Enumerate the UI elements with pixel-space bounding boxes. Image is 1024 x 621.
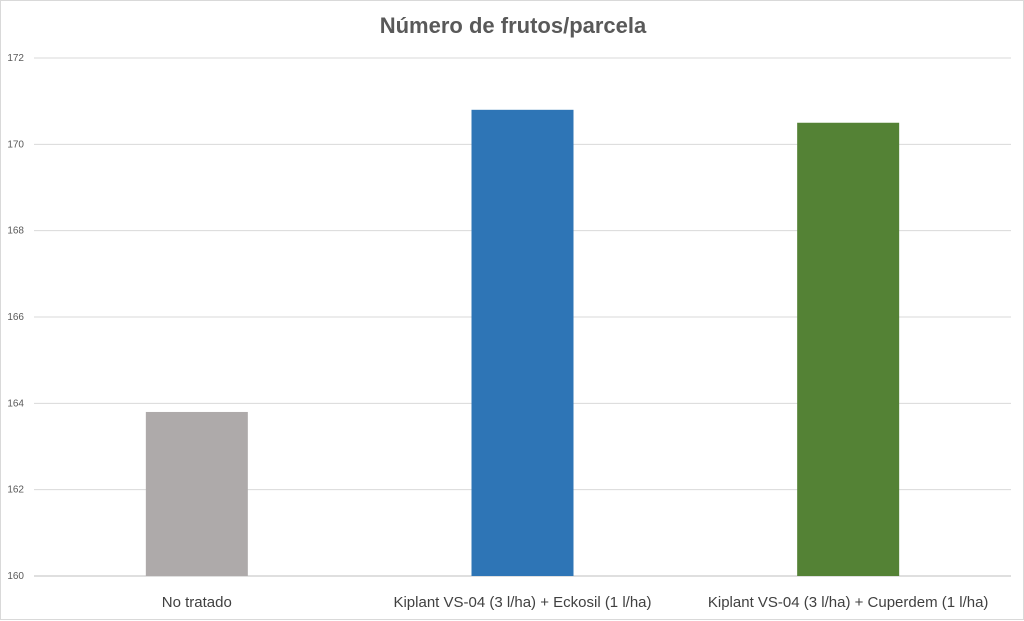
y-tick-label: 160 [7, 571, 24, 582]
y-tick-label: 166 [7, 312, 24, 323]
bar [471, 109, 574, 577]
y-tick-label: 164 [7, 398, 24, 409]
x-category-label: Kiplant VS-04 (3 l/ha) + Cuperdem (1 l/h… [708, 594, 989, 611]
y-tick-label: 168 [7, 226, 24, 237]
x-category-label: Kiplant VS-04 (3 l/ha) + Eckosil (1 l/ha… [393, 594, 651, 611]
x-category-label: No tratado [162, 594, 232, 611]
chart-title: Número de frutos/parcela [379, 13, 647, 38]
y-tick-label: 172 [7, 53, 24, 64]
y-tick-label: 170 [7, 139, 24, 150]
bar [797, 122, 900, 576]
y-tick-label: 162 [7, 485, 24, 496]
bar [145, 411, 248, 576]
